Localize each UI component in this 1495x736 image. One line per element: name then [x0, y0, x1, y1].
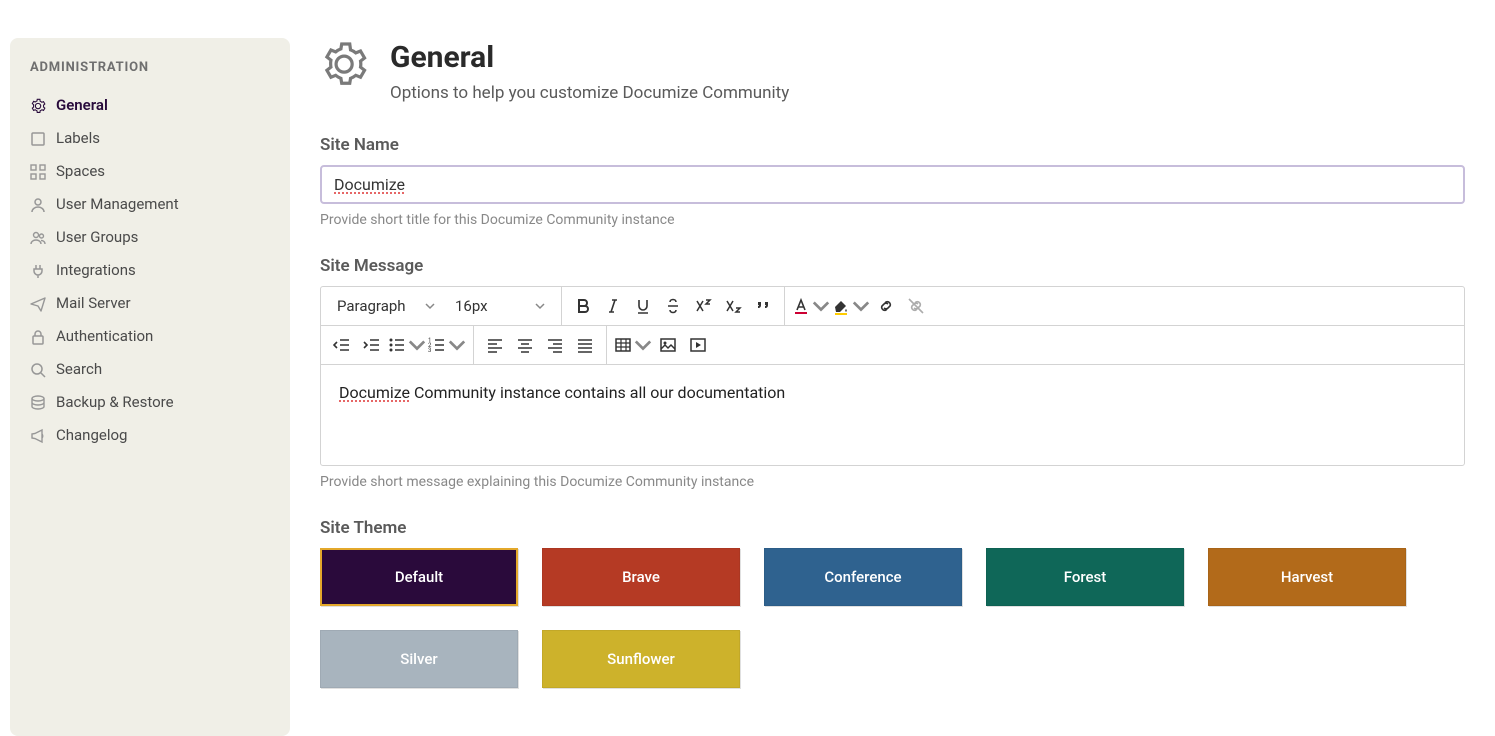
page-header: General Options to help you customize Do…	[320, 40, 1465, 103]
site-theme-section: Site Theme Default Brave Conference Forest H…	[320, 518, 1465, 688]
chevron-down-icon	[852, 297, 870, 315]
paragraph-select[interactable]: Paragraph	[327, 287, 445, 325]
unlink-button[interactable]	[901, 287, 931, 325]
sidebar-item-label: Changelog	[56, 422, 127, 449]
insert-video-button[interactable]	[683, 326, 713, 364]
site-name-input[interactable]: Documize	[320, 165, 1465, 204]
insert-image-button[interactable]	[653, 326, 683, 364]
sidebar-item-label: Integrations	[56, 257, 136, 284]
lock-icon	[30, 329, 46, 345]
theme-default[interactable]: Default	[320, 548, 518, 606]
ordered-list-button[interactable]	[427, 326, 467, 364]
themes-row: Default Brave Conference Forest Harvest Silve…	[320, 548, 1465, 688]
indent-button[interactable]	[357, 326, 387, 364]
site-name-help: Provide short title for this Documize Co…	[320, 212, 1465, 228]
sidebar-item-label: Spaces	[56, 158, 105, 185]
site-message-label: Site Message	[320, 256, 1465, 276]
search-icon	[30, 362, 46, 378]
send-icon	[30, 296, 46, 312]
plug-icon	[30, 263, 46, 279]
editor-toolbar-row-1: Paragraph 16px	[321, 287, 1464, 326]
user-icon	[30, 197, 46, 213]
sidebar-item-user-management[interactable]: User Management	[30, 188, 270, 221]
align-right-button[interactable]	[540, 326, 570, 364]
chevron-down-icon	[425, 301, 435, 311]
gear-icon	[30, 98, 46, 114]
site-name-label: Site Name	[320, 135, 1465, 155]
bold-button[interactable]	[568, 287, 598, 325]
sidebar-item-label: User Groups	[56, 224, 138, 251]
rich-text-editor: Paragraph 16px	[320, 286, 1465, 466]
align-center-button[interactable]	[510, 326, 540, 364]
subscript-button[interactable]	[718, 287, 748, 325]
theme-forest[interactable]: Forest	[986, 548, 1184, 606]
sidebar-item-general[interactable]: General	[30, 89, 270, 122]
theme-sunflower[interactable]: Sunflower	[542, 630, 740, 688]
gear-icon	[320, 40, 368, 88]
site-name-section: Site Name Documize Provide short title f…	[320, 135, 1465, 228]
chevron-down-icon	[812, 297, 830, 315]
users-icon	[30, 230, 46, 246]
editor-content[interactable]: Documize Community instance contains all…	[321, 365, 1464, 465]
main-content: General Options to help you customize Do…	[290, 0, 1495, 736]
insert-table-button[interactable]	[613, 326, 653, 364]
sidebar-item-spaces[interactable]: Spaces	[30, 155, 270, 188]
site-message-section: Site Message Paragraph 16px	[320, 256, 1465, 490]
sidebar-item-authentication[interactable]: Authentication	[30, 320, 270, 353]
theme-harvest[interactable]: Harvest	[1208, 548, 1406, 606]
square-icon	[30, 131, 46, 147]
editor-toolbar-row-2	[321, 326, 1464, 365]
sidebar-item-user-groups[interactable]: User Groups	[30, 221, 270, 254]
sidebar-item-label: Labels	[56, 125, 100, 152]
sidebar-item-label: Mail Server	[56, 290, 131, 317]
sidebar-title: ADMINISTRATION	[30, 60, 270, 75]
align-left-button[interactable]	[480, 326, 510, 364]
site-message-help: Provide short message explaining this Do…	[320, 474, 1465, 490]
sidebar-item-label: Search	[56, 356, 102, 383]
site-theme-label: Site Theme	[320, 518, 1465, 538]
sidebar-item-labels[interactable]: Labels	[30, 122, 270, 155]
chevron-down-icon	[408, 336, 426, 354]
sidebar-item-integrations[interactable]: Integrations	[30, 254, 270, 287]
sidebar-item-label: User Management	[56, 191, 179, 218]
theme-conference[interactable]: Conference	[764, 548, 962, 606]
italic-button[interactable]	[598, 287, 628, 325]
page-subtitle: Options to help you customize Documize C…	[390, 83, 789, 103]
megaphone-icon	[30, 428, 46, 444]
link-button[interactable]	[871, 287, 901, 325]
sidebar-item-changelog[interactable]: Changelog	[30, 419, 270, 452]
chevron-down-icon	[448, 336, 466, 354]
theme-silver[interactable]: Silver	[320, 630, 518, 688]
page-title: General	[390, 40, 789, 75]
fontsize-select[interactable]: 16px	[445, 287, 555, 325]
sidebar-item-label: General	[56, 92, 108, 119]
sidebar-item-search[interactable]: Search	[30, 353, 270, 386]
text-color-button[interactable]	[791, 287, 831, 325]
sidebar-item-backup-restore[interactable]: Backup & Restore	[30, 386, 270, 419]
chevron-down-icon	[634, 336, 652, 354]
align-justify-button[interactable]	[570, 326, 600, 364]
admin-sidebar: ADMINISTRATION General Labels Spaces User M…	[10, 38, 290, 736]
site-name-value: Documize	[334, 175, 405, 194]
strikethrough-button[interactable]	[658, 287, 688, 325]
blockquote-button[interactable]	[748, 287, 778, 325]
underline-button[interactable]	[628, 287, 658, 325]
outdent-button[interactable]	[327, 326, 357, 364]
chevron-down-icon	[535, 301, 545, 311]
sidebar-item-label: Authentication	[56, 323, 153, 350]
theme-brave[interactable]: Brave	[542, 548, 740, 606]
database-icon	[30, 395, 46, 411]
superscript-button[interactable]	[688, 287, 718, 325]
sidebar-item-label: Backup & Restore	[56, 389, 174, 416]
unordered-list-button[interactable]	[387, 326, 427, 364]
highlight-color-button[interactable]	[831, 287, 871, 325]
sidebar-item-mail-server[interactable]: Mail Server	[30, 287, 270, 320]
grid-icon	[30, 164, 46, 180]
